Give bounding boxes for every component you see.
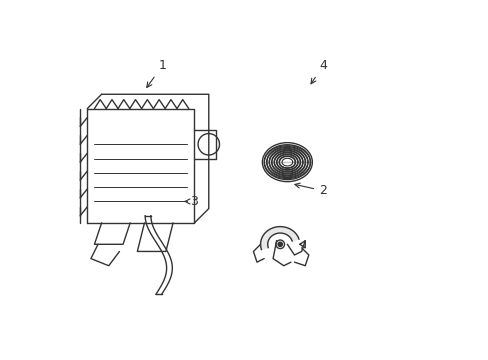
Text: 2: 2 <box>294 183 326 197</box>
Circle shape <box>278 242 282 247</box>
Text: 1: 1 <box>146 59 166 87</box>
Text: 4: 4 <box>310 59 326 84</box>
Polygon shape <box>260 226 298 249</box>
Text: 3: 3 <box>184 195 198 208</box>
